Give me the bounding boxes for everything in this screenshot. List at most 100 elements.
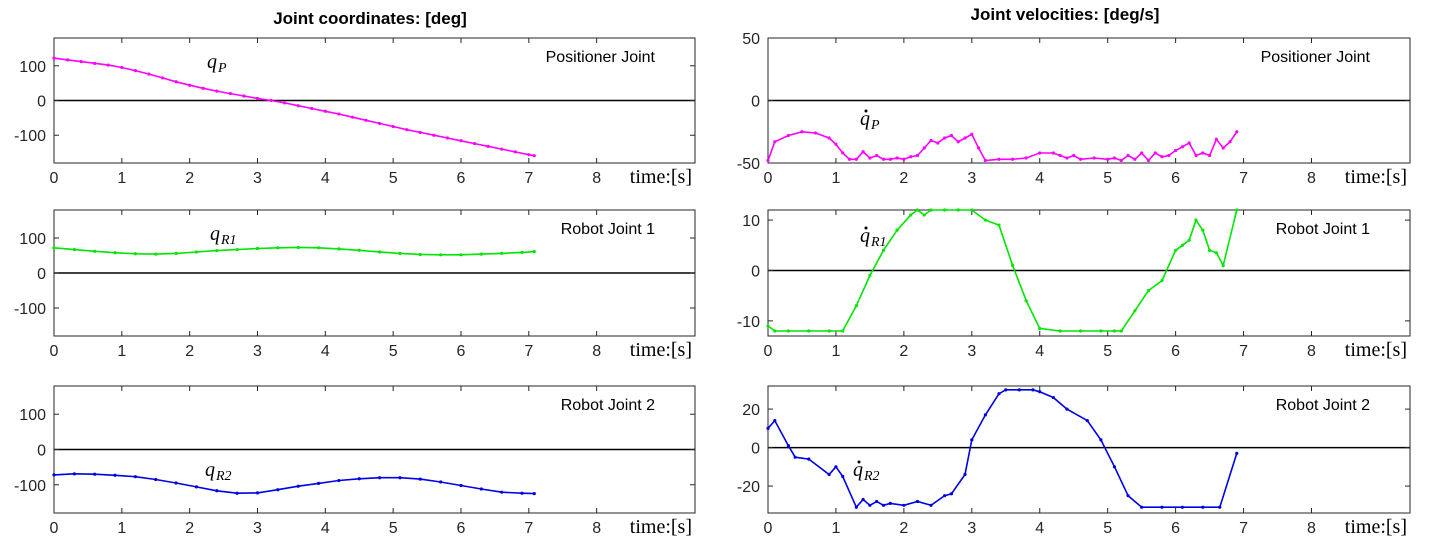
data-point [970, 208, 974, 212]
data-point [841, 151, 845, 155]
data-point [1214, 251, 1218, 255]
data-point [1112, 465, 1117, 469]
x-tick-label: 8 [592, 170, 601, 187]
y-tick-label: 50 [742, 31, 760, 48]
data-point [500, 490, 504, 494]
data-point [1140, 151, 1144, 155]
data-point [228, 91, 232, 96]
data-point [174, 251, 178, 255]
data-point [201, 86, 205, 90]
data-point [283, 101, 287, 105]
data-point [1010, 157, 1015, 161]
data-point [133, 69, 137, 73]
dot-accent [864, 109, 868, 113]
data-point [133, 475, 137, 479]
data-point [479, 252, 483, 256]
curve-label-symbol: q [210, 223, 220, 245]
data-point [1112, 329, 1117, 333]
data-point [895, 156, 899, 160]
data-point [827, 136, 831, 140]
x-tick-label: 0 [50, 343, 59, 360]
data-point [895, 228, 899, 232]
data-point [881, 503, 886, 507]
data-point [500, 147, 504, 151]
curve-label-coord-r1: q R1 [210, 223, 237, 248]
data-point [235, 247, 239, 252]
x-axis-unit-label: time:[s] [1345, 339, 1407, 361]
data-point [357, 477, 361, 481]
data-point [377, 476, 382, 480]
data-point [1207, 153, 1212, 158]
data-point [1058, 329, 1062, 333]
axes-box [767, 385, 1411, 514]
data-point [977, 146, 981, 150]
x-tick-label: 6 [1171, 170, 1180, 187]
data-point [1187, 238, 1191, 242]
data-point [532, 250, 536, 254]
data-point [807, 457, 811, 461]
x-tick-label: 6 [457, 520, 466, 537]
curve-label-subscript: P [870, 118, 880, 133]
data-point [1194, 218, 1198, 222]
data-point [997, 157, 1001, 161]
data-point [766, 324, 770, 328]
data-point [364, 118, 368, 122]
x-axis-unit-label: time:[s] [1345, 516, 1407, 538]
curve-label-subscript: P [217, 61, 227, 76]
curve-label-subscript: R1 [220, 233, 237, 248]
data-point [875, 153, 879, 158]
x-tick-label: 1 [831, 520, 840, 537]
data-point [875, 499, 879, 504]
data-point [881, 248, 886, 252]
data-point [834, 142, 838, 146]
data-point [915, 499, 920, 504]
x-tick-label: 4 [1035, 520, 1044, 537]
y-tick-label: 0 [751, 441, 760, 458]
data-point [1133, 157, 1137, 161]
data-point [174, 80, 178, 84]
data-point [418, 477, 422, 481]
subplot-label: Positioner Joint [546, 49, 656, 66]
data-point [1078, 157, 1083, 161]
column-title-joint-velocities: Joint velocities: [deg/s] [971, 5, 1160, 24]
x-tick-label: 2 [899, 343, 908, 360]
data-point [1038, 390, 1042, 394]
data-point [93, 249, 97, 253]
data-point [113, 473, 117, 477]
subplot-coord-pos: 0 1 2 3 4 5 6 7 8 -100 0 100 time:[s] Positioner Join… [14, 37, 696, 188]
data-point [1146, 289, 1151, 293]
curve-label-vel-r2: q R2 [853, 459, 880, 484]
data-point [929, 503, 933, 507]
y-tick-label: -100 [14, 478, 46, 495]
data-point [1024, 299, 1028, 303]
data-point [65, 58, 70, 62]
x-tick-label: 3 [253, 170, 262, 187]
data-point [215, 89, 219, 93]
data-point [1065, 407, 1069, 411]
data-point [861, 497, 865, 502]
x-tick-label: 5 [1103, 520, 1112, 537]
data-point [194, 485, 199, 489]
data-point [949, 133, 954, 138]
y-tick-label: 0 [37, 443, 46, 460]
data-point [956, 140, 960, 144]
x-tick-label: 5 [389, 170, 398, 187]
x-tick-label: 2 [185, 343, 194, 360]
y-tick-label: 10 [742, 213, 760, 230]
data-point [310, 106, 314, 111]
y-tick-label: -20 [737, 479, 760, 496]
data-point [350, 115, 355, 119]
curve-label-symbol: q [205, 459, 215, 481]
data-point [1010, 263, 1015, 268]
data-point [1187, 141, 1191, 145]
data-point [1133, 309, 1137, 313]
data-point [52, 473, 56, 477]
data-point [983, 218, 987, 222]
data-point [120, 65, 124, 70]
data-point [834, 465, 838, 469]
data-point [1174, 148, 1178, 153]
data-point [963, 472, 967, 477]
